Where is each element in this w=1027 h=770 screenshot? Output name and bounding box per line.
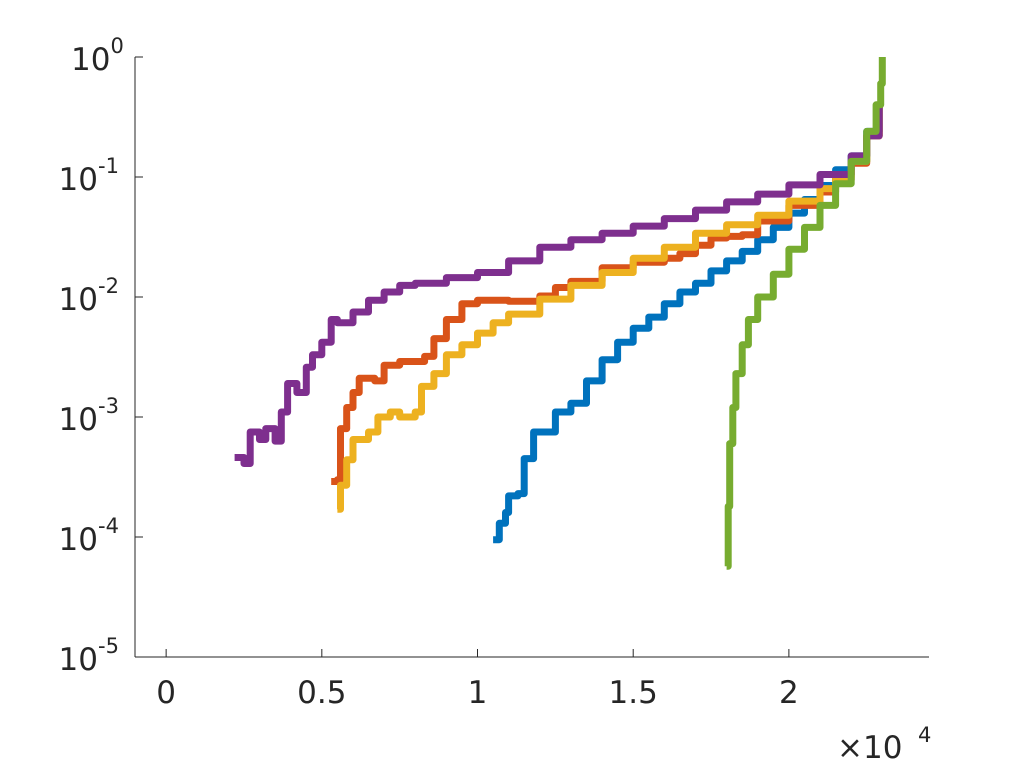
svg-text:×10: ×10 (837, 730, 902, 766)
series-line-3 (337, 104, 883, 513)
y-tick-label: 10 0 (71, 34, 124, 78)
svg-text:-4: -4 (98, 514, 119, 538)
series-line-2 (331, 104, 883, 485)
svg-text:10: 10 (59, 282, 98, 318)
x-tick-label: 0.5 (297, 675, 346, 711)
x-tick-label: 2 (779, 675, 799, 711)
y-tick-label: 10 -5 (59, 634, 119, 678)
svg-text:-5: -5 (98, 634, 119, 658)
svg-text:-1: -1 (98, 154, 119, 178)
axes-frame (134, 57, 929, 658)
x-axis-exponent-label: ×10 4 (837, 723, 931, 766)
svg-text:4: 4 (918, 723, 931, 747)
svg-text:-2: -2 (98, 274, 119, 298)
y-tick-label: 10 -3 (59, 394, 119, 438)
series-line-1 (493, 104, 883, 544)
y-tick-label: 10 -2 (59, 274, 119, 318)
y-tick-label: 10 -1 (59, 154, 119, 198)
x-tick-label: 1 (468, 675, 488, 711)
series-group (234, 57, 886, 570)
svg-text:10: 10 (59, 162, 98, 198)
svg-text:10: 10 (71, 42, 110, 78)
svg-text:10: 10 (59, 402, 98, 438)
x-tick-label: 0 (156, 675, 176, 711)
svg-text:0: 0 (111, 34, 124, 58)
series-line-4 (234, 104, 883, 467)
axis-ticks (135, 56, 790, 658)
y-tick-label: 10 -4 (59, 514, 119, 558)
tick-labels: 0 0.5 1 1.5 210-510-410-310-210-110 0×10 4 (59, 34, 932, 766)
series-line-5 (724, 57, 886, 570)
svg-text:10: 10 (59, 642, 98, 678)
x-tick-label: 1.5 (609, 675, 658, 711)
svg-text:-3: -3 (98, 394, 119, 418)
svg-text:10: 10 (59, 522, 98, 558)
